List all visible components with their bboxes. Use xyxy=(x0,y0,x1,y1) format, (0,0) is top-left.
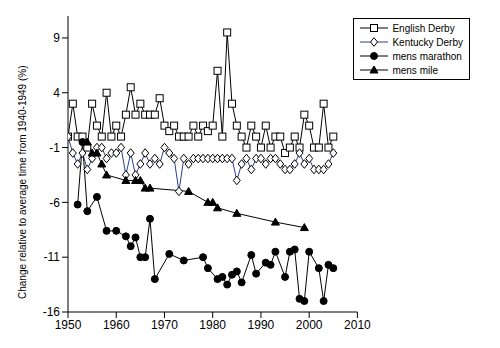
svg-text:2000: 2000 xyxy=(296,318,323,332)
svg-text:1990: 1990 xyxy=(248,318,275,332)
html-text:mens mile: mens mile xyxy=(392,64,438,76)
svg-text:Change relative to average tim: Change relative to average time from 194… xyxy=(17,66,28,299)
svg-text:-1: -1 xyxy=(49,141,60,155)
svg-text:2010: 2010 xyxy=(344,318,371,332)
html-text:mens marathon: mens marathon xyxy=(392,50,462,62)
svg-text:-6: -6 xyxy=(49,196,60,210)
svg-text:1980: 1980 xyxy=(199,318,226,332)
svg-text:1950: 1950 xyxy=(55,318,82,332)
html-text:Kentucky Derby: Kentucky Derby xyxy=(392,36,463,48)
svg-text:1960: 1960 xyxy=(103,318,130,332)
svg-text:-11: -11 xyxy=(44,250,61,264)
svg-text:4: 4 xyxy=(53,86,60,100)
svg-text:1970: 1970 xyxy=(151,318,178,332)
html-text:English Derby: English Derby xyxy=(392,22,455,34)
svg-text:9: 9 xyxy=(53,31,60,45)
svg-text:-16: -16 xyxy=(43,305,61,319)
